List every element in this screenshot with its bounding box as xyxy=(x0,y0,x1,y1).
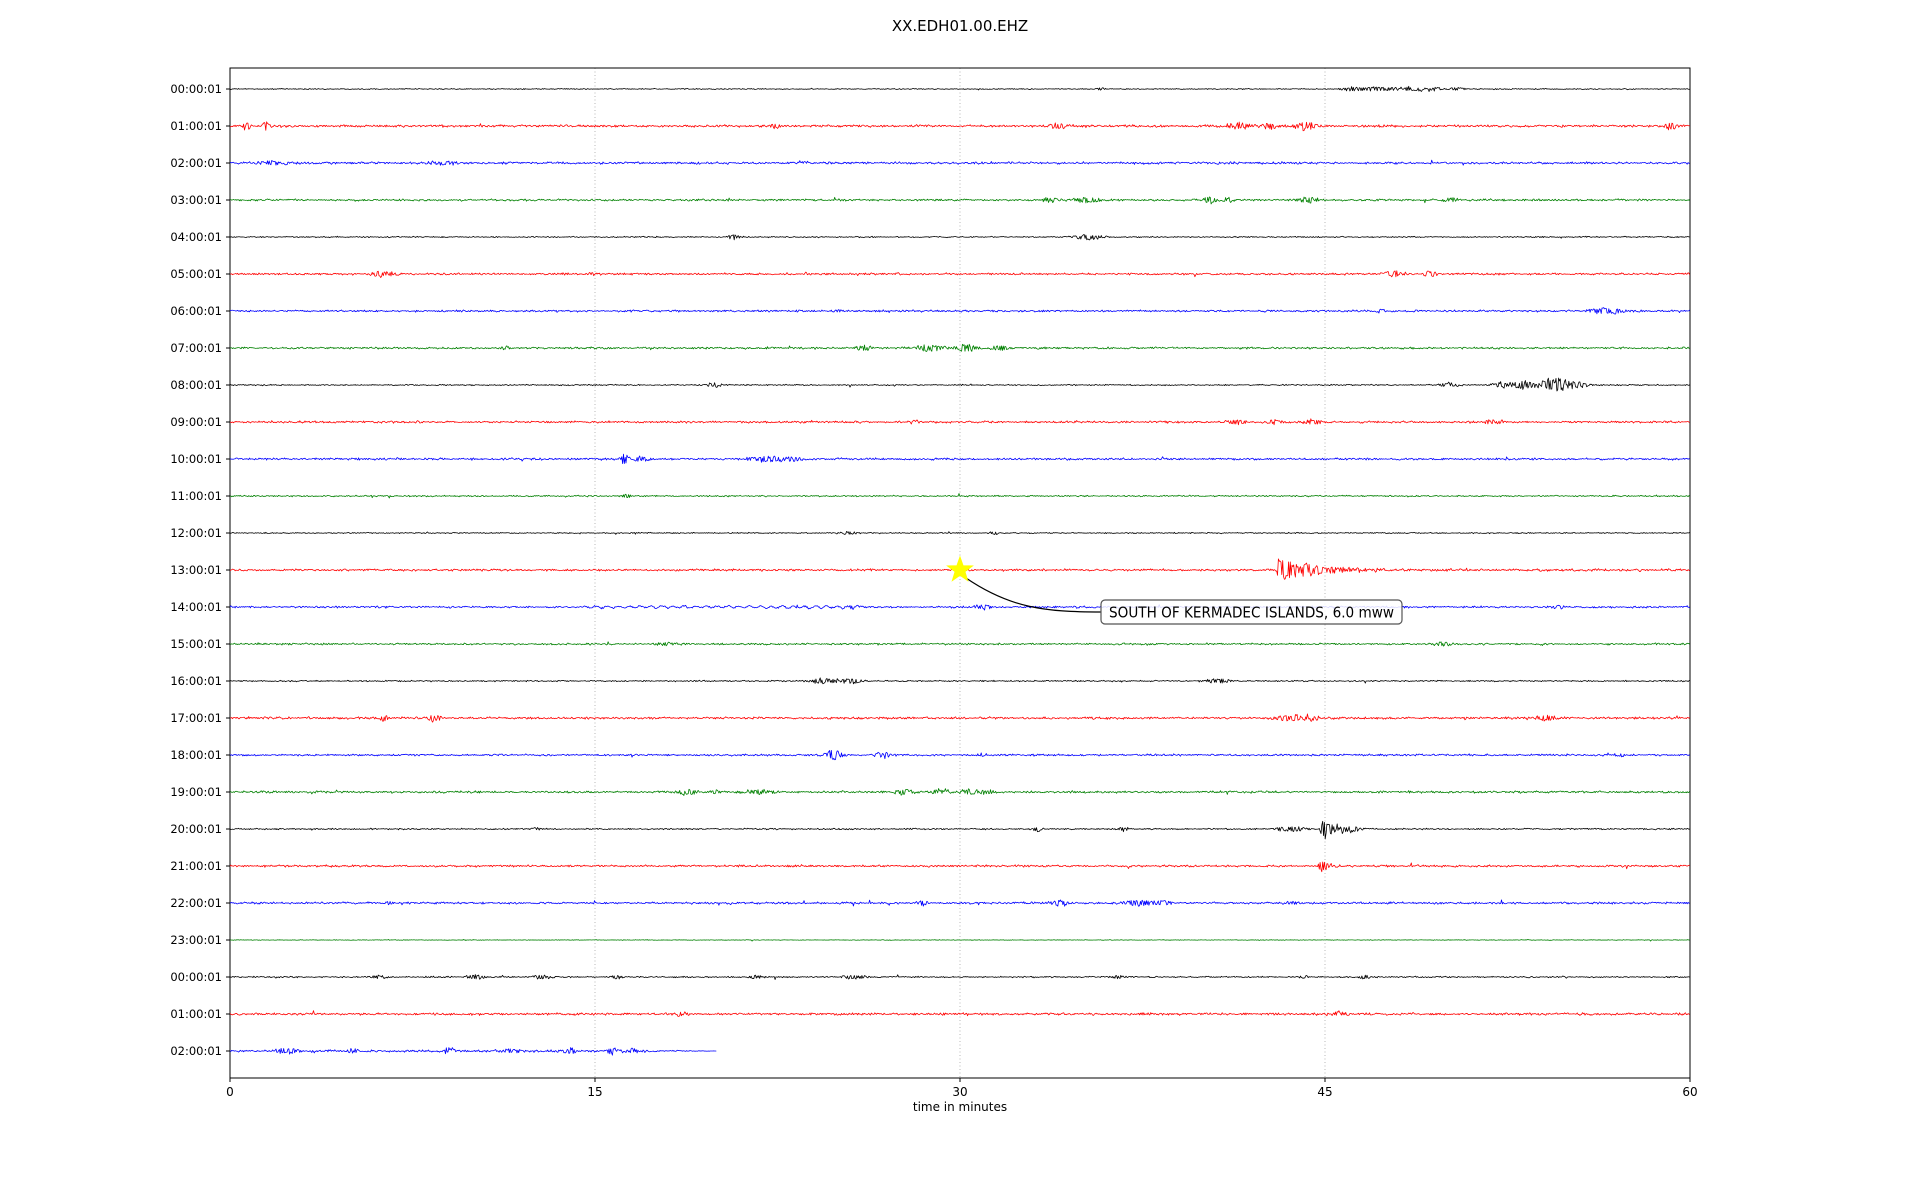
x-tick-label: 15 xyxy=(587,1085,602,1099)
y-tick-label: 09:00:01 xyxy=(170,415,222,429)
y-tick-label: 19:00:01 xyxy=(170,785,222,799)
x-axis-label: time in minutes xyxy=(912,1100,1008,1114)
y-tick-label: 03:00:01 xyxy=(170,193,222,207)
waveform-trace-3-03:00:01 xyxy=(229,196,1691,205)
waveform-trace-17-17:00:01 xyxy=(229,713,1691,723)
chart-title: XX.EDH01.00.EHZ xyxy=(891,17,1029,35)
y-tick-label: 16:00:01 xyxy=(170,674,222,688)
annotation-leader-line xyxy=(965,577,1102,613)
y-tick-label: 00:00:01 xyxy=(170,970,222,984)
y-tick-label: 00:00:01 xyxy=(170,82,222,96)
y-tick-label: 15:00:01 xyxy=(170,637,222,651)
waveform-trace-23-23:00:01 xyxy=(229,938,1690,942)
waveform-trace-25-01:00:01 xyxy=(229,1010,1691,1017)
y-tick-label: 14:00:01 xyxy=(170,600,222,614)
y-tick-label: 10:00:01 xyxy=(170,452,222,466)
y-tick-label: 07:00:01 xyxy=(170,341,222,355)
waveform-trace-10-10:00:01 xyxy=(229,453,1690,465)
y-tick-label: 05:00:01 xyxy=(170,267,222,281)
waveform-trace-19-19:00:01 xyxy=(229,788,1691,796)
waveform-trace-20-20:00:01 xyxy=(229,820,1690,840)
waveform-trace-26-02:00:01 xyxy=(229,1047,717,1056)
annotation-text: SOUTH OF KERMADEC ISLANDS, 6.0 mww xyxy=(1109,604,1394,622)
waveform-trace-2-02:00:01 xyxy=(229,159,1690,166)
waveform-trace-4-04:00:01 xyxy=(229,234,1690,241)
y-tick-label: 06:00:01 xyxy=(170,304,222,318)
y-tick-label: 17:00:01 xyxy=(170,711,222,725)
waveform-trace-6-06:00:01 xyxy=(229,307,1691,315)
y-tick-label: 23:00:01 xyxy=(170,933,222,947)
event-star-icon xyxy=(946,555,974,582)
waveform-trace-8-08:00:01 xyxy=(229,377,1691,392)
waveform-trace-15-15:00:01 xyxy=(229,641,1691,647)
y-tick-label: 20:00:01 xyxy=(170,822,222,836)
x-tick-label: 0 xyxy=(226,1085,234,1099)
waveform-trace-0-00:00:01 xyxy=(229,85,1690,92)
waveform-trace-1-01:00:01 xyxy=(229,121,1690,132)
waveform-trace-22-22:00:01 xyxy=(229,899,1690,907)
annotation-box xyxy=(1100,599,1403,625)
waveform-trace-24-00:00:01 xyxy=(229,974,1690,980)
y-tick-label: 21:00:01 xyxy=(170,859,222,873)
y-tick-label: 22:00:01 xyxy=(170,896,222,910)
waveform-trace-21-21:00:01 xyxy=(229,861,1690,873)
waveform-trace-9-09:00:01 xyxy=(229,418,1690,426)
y-tick-label: 18:00:01 xyxy=(170,748,222,762)
waveform-trace-18-18:00:01 xyxy=(229,749,1690,761)
y-tick-label: 08:00:01 xyxy=(170,378,222,392)
x-tick-label: 60 xyxy=(1682,1085,1697,1099)
y-tick-label: 12:00:01 xyxy=(170,526,222,540)
y-tick-label: 11:00:01 xyxy=(170,489,222,503)
y-tick-label: 01:00:01 xyxy=(170,119,222,133)
y-tick-label: 02:00:01 xyxy=(170,1044,222,1058)
x-tick-label: 30 xyxy=(952,1085,967,1099)
y-tick-label: 01:00:01 xyxy=(170,1007,222,1021)
x-tick-label: 45 xyxy=(1317,1085,1332,1099)
waveform-trace-12-12:00:01 xyxy=(229,530,1690,535)
waveform-trace-7-07:00:01 xyxy=(229,343,1690,352)
y-tick-label: 04:00:01 xyxy=(170,230,222,244)
waveform-trace-14-14:00:01 xyxy=(229,604,1691,611)
waveform-trace-16-16:00:01 xyxy=(229,677,1690,685)
waveform-trace-5-05:00:01 xyxy=(229,270,1691,278)
y-tick-label: 13:00:01 xyxy=(170,563,222,577)
y-tick-label: 02:00:01 xyxy=(170,156,222,170)
waveform-trace-11-11:00:01 xyxy=(229,493,1690,499)
